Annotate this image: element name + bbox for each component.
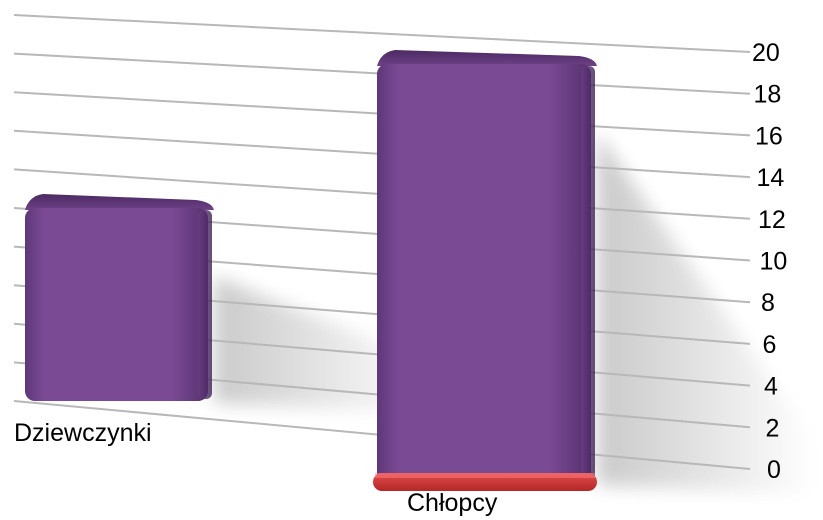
category-labels: Dziewczynki Chłopcy [14, 419, 498, 517]
y-tick-label: 8 [761, 289, 775, 317]
bar-chłopcy [377, 64, 591, 483]
bar-side [581, 66, 595, 481]
bar-dziewczynki [25, 208, 208, 401]
category-label: Chłopcy [407, 489, 498, 517]
bar-side [198, 210, 212, 399]
y-axis-ticks: 0 2 4 6 8 10 12 14 16 18 20 [752, 39, 787, 484]
y-tick-label: 2 [766, 414, 780, 442]
y-tick-label: 4 [764, 373, 778, 401]
y-tick-label: 14 [757, 164, 785, 192]
category-label: Dziewczynki [14, 419, 152, 447]
bar-red-highlight [375, 473, 595, 478]
y-tick-label: 20 [752, 39, 780, 67]
y-tick-label: 6 [763, 331, 777, 359]
bar-top [377, 50, 597, 66]
y-tick-label: 12 [758, 206, 786, 234]
y-tick-label: 0 [767, 456, 781, 484]
bar-shadow [597, 132, 817, 495]
bar-top [25, 194, 214, 210]
y-tick-label: 18 [754, 81, 782, 109]
y-tick-label: 16 [755, 122, 783, 150]
gridline [13, 14, 751, 53]
y-tick-label: 10 [760, 248, 788, 276]
bars [25, 50, 597, 491]
